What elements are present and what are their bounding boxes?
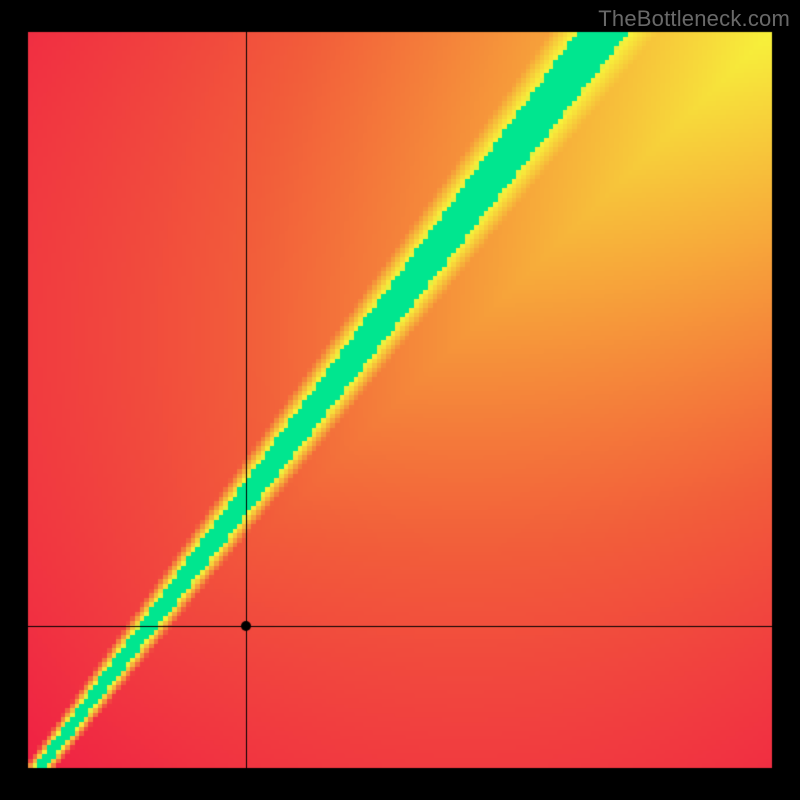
- watermark-text: TheBottleneck.com: [598, 6, 790, 32]
- bottleneck-heatmap: [0, 0, 800, 800]
